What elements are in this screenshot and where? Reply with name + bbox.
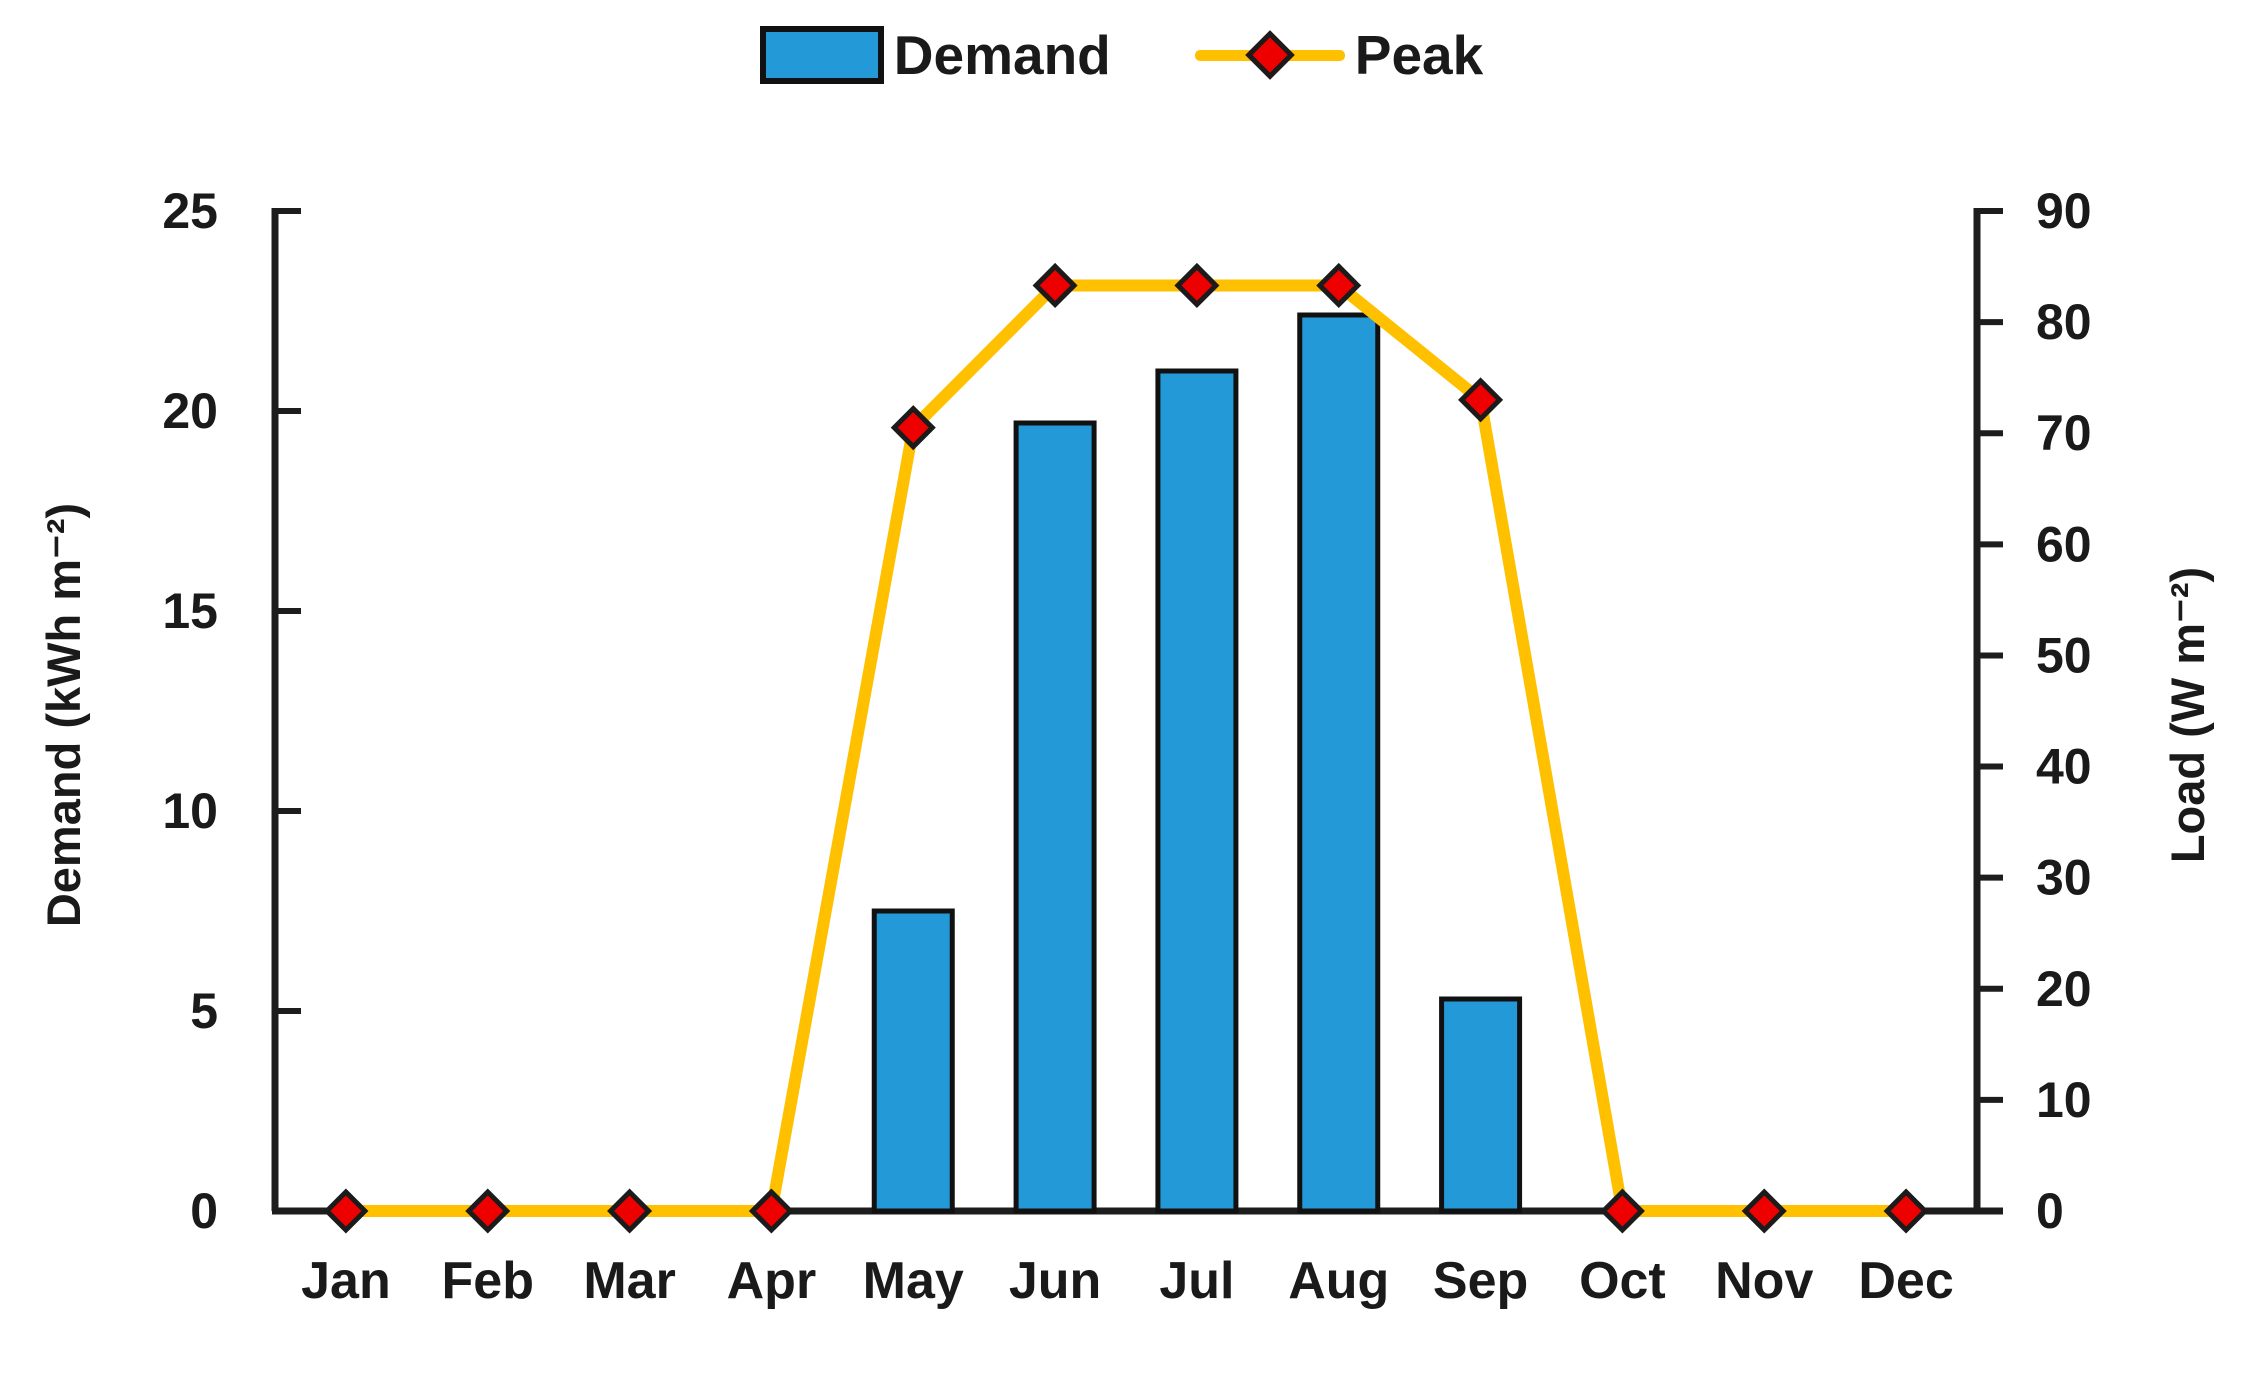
x-axis-label-may: May xyxy=(863,1252,964,1310)
x-axis-label-dec: Dec xyxy=(1858,1252,1953,1310)
x-axis-label-mar: Mar xyxy=(583,1252,675,1310)
bar-may xyxy=(871,908,955,1214)
peak-marker-nov xyxy=(1741,1188,1787,1234)
x-axis-label-feb: Feb xyxy=(442,1252,534,1310)
right-axis-tick-label: 30 xyxy=(2036,850,2092,906)
bar-aug xyxy=(1297,312,1381,1214)
x-axis-label-oct: Oct xyxy=(1579,1252,1666,1310)
peak-marker-jun xyxy=(1032,262,1078,308)
x-axis-label-jun: Jun xyxy=(1009,1252,1101,1310)
right-axis-tick-label: 40 xyxy=(2036,739,2092,795)
legend-label-demand: Demand xyxy=(893,23,1111,86)
peak-line-swatch-icon xyxy=(1194,30,1345,80)
x-axis-label-aug: Aug xyxy=(1288,1252,1389,1310)
left-axis-tick-label: 15 xyxy=(162,583,218,639)
demand-bar-swatch-icon xyxy=(759,26,884,84)
right-axis-tick-label: 0 xyxy=(2036,1183,2064,1239)
peak-diamond-icon xyxy=(1245,30,1295,80)
right-axis-title: Load (W m⁻²) xyxy=(2161,566,2214,864)
bar-sep xyxy=(1439,996,1523,1214)
peak-marker-aug xyxy=(1316,262,1362,308)
peak-marker-oct xyxy=(1599,1188,1645,1234)
x-axis-label-apr: Apr xyxy=(727,1252,817,1310)
peak-marker-apr xyxy=(748,1188,794,1234)
left-axis-tick-label: 10 xyxy=(162,783,218,839)
peak-marker-mar xyxy=(607,1188,653,1234)
left-axis-title: Demand (kWh m⁻²) xyxy=(37,502,90,928)
chart-legend: Demand Peak xyxy=(0,26,2243,84)
legend-item-peak: Peak xyxy=(1194,23,1484,86)
right-axis-tick-label: 50 xyxy=(2036,627,2092,683)
left-axis-tick-label: 20 xyxy=(162,383,218,439)
right-axis-tick-label: 90 xyxy=(2036,183,2092,239)
right-axis-tick-label: 60 xyxy=(2036,516,2092,572)
peak-marker-dec xyxy=(1883,1188,1929,1234)
right-axis-tick-label: 20 xyxy=(2036,961,2092,1017)
bar-jul xyxy=(1155,368,1239,1214)
left-axis-tick-label: 5 xyxy=(190,983,218,1039)
right-axis-tick-label: 70 xyxy=(2036,405,2092,461)
x-axis-label-jul: Jul xyxy=(1159,1252,1234,1310)
peak-line xyxy=(339,279,1913,1217)
right-axis-tick-label: 10 xyxy=(2036,1072,2092,1128)
peak-marker-jul xyxy=(1174,262,1220,308)
peak-marker-may xyxy=(890,405,936,451)
legend-item-demand: Demand xyxy=(759,23,1111,86)
bar-jun xyxy=(1013,420,1097,1214)
x-axis-label-sep: Sep xyxy=(1433,1252,1528,1310)
left-axis-tick-label: 0 xyxy=(190,1183,218,1239)
x-axis-label-jan: Jan xyxy=(301,1252,391,1310)
right-axis-tick-label: 80 xyxy=(2036,294,2092,350)
x-axis-label-nov: Nov xyxy=(1715,1252,1813,1310)
peak-marker-jan xyxy=(323,1188,369,1234)
peak-marker-feb xyxy=(465,1188,511,1234)
legend-label-peak: Peak xyxy=(1354,23,1484,86)
left-axis-tick-label: 25 xyxy=(162,183,218,239)
peak-marker-sep xyxy=(1458,377,1504,423)
